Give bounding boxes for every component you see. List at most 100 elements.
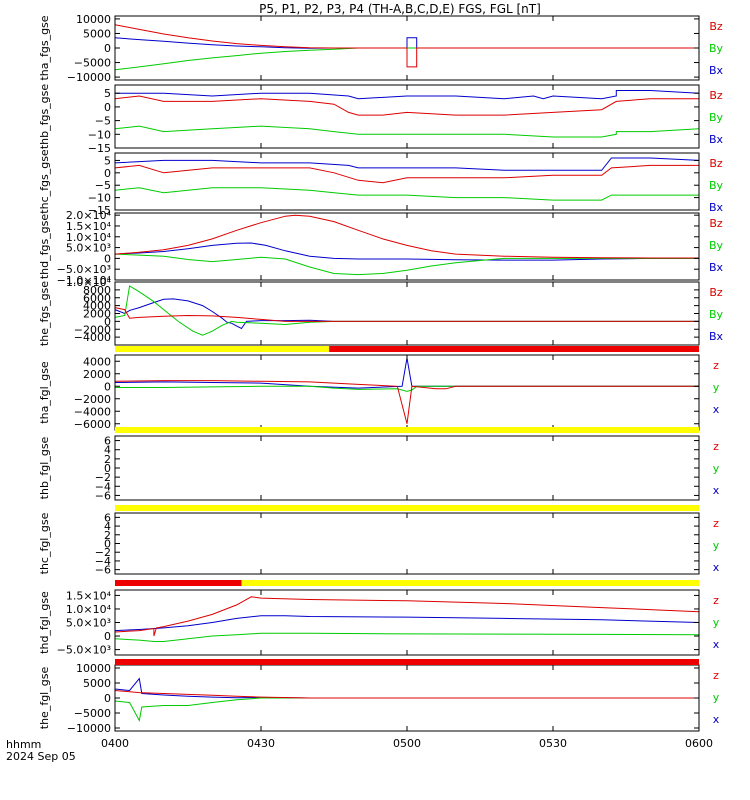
y-tick-label: −5: [95, 115, 111, 128]
y-tick-label: 0: [104, 315, 111, 328]
y-tick-label: 1.0×10⁴: [66, 231, 112, 244]
legend-item: z: [713, 359, 719, 372]
chart-title: P5, P1, P2, P3, P4 (TH-A,B,C,D,E) FGS, F…: [259, 2, 541, 16]
y-tick-label: −4000: [74, 405, 111, 418]
series-line-y: [114, 632, 700, 642]
series-line-y: [115, 385, 699, 392]
y-tick-label: 6: [104, 435, 111, 448]
legend-item: By: [709, 111, 724, 124]
y-tick-label: −5000: [74, 57, 111, 70]
legend-item: y: [713, 691, 720, 704]
legend-item: Bz: [709, 286, 723, 299]
series-line-Bx: [114, 298, 699, 330]
time-axis: 0400 0430 0500 0530 0600: [101, 737, 713, 750]
y-tick-label: −5.0×10³: [57, 644, 111, 657]
y-tick-label: −4000: [74, 331, 111, 344]
series-line-y: [114, 697, 699, 722]
y-tick-label: −5000: [74, 707, 111, 720]
y-tick-label: −2000: [74, 393, 111, 406]
series-line-By: [114, 47, 699, 71]
y-tick-label: 1.5×10⁴: [66, 220, 112, 233]
series-line-Bz: [114, 214, 699, 259]
y-tick-label: 5.0×10³: [66, 242, 111, 255]
panel-thc_fgs_gse: 50−5−10−15 thc_fgs_gse Bz By Bx: [38, 149, 724, 217]
series-line-x: [114, 358, 699, 389]
y-axis-label: tha_fgs_gse: [38, 15, 51, 80]
quality-bar-segment: [241, 580, 700, 586]
y-tick-label: −1.0×10⁴: [57, 274, 112, 287]
series-line-By: [114, 285, 699, 336]
legend-item: y: [713, 539, 720, 552]
legend-item: x: [713, 403, 720, 416]
y-tick-label: 0: [104, 101, 111, 114]
y-tick-label: 4000: [83, 355, 111, 368]
y-tick-label: −2: [95, 471, 111, 484]
x-tick-label: 0400: [101, 737, 129, 750]
y-tick-label: −4: [95, 555, 111, 568]
x-tick-label: 0530: [539, 737, 567, 750]
legend-item: Bx: [709, 330, 724, 343]
panel-frame: [114, 512, 700, 575]
y-tick-label: 0: [104, 692, 111, 705]
panel-frame: [114, 354, 700, 431]
panel-frame: [114, 84, 700, 149]
y-tick-label: 0: [104, 462, 111, 475]
y-axis-label: thd_fgs_gse: [38, 214, 51, 280]
legend-item: z: [713, 594, 719, 607]
y-axis-label: thc_fgs_gse: [38, 149, 51, 214]
y-tick-label: 0: [104, 252, 111, 265]
series-line-Bz: [114, 307, 699, 322]
legend-item: Bx: [709, 133, 724, 146]
y-tick-label: 4: [104, 520, 111, 533]
legend-item: Bz: [709, 20, 723, 33]
y-tick-label: −10000: [67, 71, 111, 84]
y-tick-label: 6: [104, 511, 111, 524]
y-tick-label: 1.5×10⁴: [66, 589, 112, 602]
y-tick-label: 1.0×10⁴: [66, 603, 112, 616]
x-tick-label: 0500: [393, 737, 421, 750]
y-tick-label: 5.0×10³: [66, 617, 111, 630]
y-tick-label: 5000: [83, 27, 111, 40]
legend-item: Bz: [709, 157, 723, 170]
quality-bar-segment: [115, 505, 699, 511]
y-tick-label: 0: [104, 538, 111, 551]
panel-the_fgl_gse: 10000 5000 0 −5000 −10000 the_fgl_gse zyx: [38, 662, 720, 735]
legend-item: Bz: [709, 217, 723, 230]
y-axis-label: tha_fgl_gse: [38, 361, 51, 424]
y-tick-label: 5: [104, 154, 111, 167]
panel-frame: [114, 589, 700, 656]
y-tick-label: −10: [88, 192, 111, 205]
series-line-Bx: [114, 37, 699, 49]
legend-item: By: [709, 239, 724, 252]
x-tick-label: 0600: [685, 737, 713, 750]
y-tick-label: 6000: [83, 292, 111, 305]
legend-item: x: [713, 561, 720, 574]
y-tick-label: 0: [104, 630, 111, 643]
legend-item: y: [713, 381, 720, 394]
series-line-x: [114, 615, 700, 632]
panel-thd_fgs_gse: 2.0×10⁴1.5×10⁴1.0×10⁴5.0×10³0−5.0×10³−1.…: [38, 209, 724, 287]
y-tick-label: 2000: [83, 368, 111, 381]
legend-item: By: [709, 308, 724, 321]
y-tick-label: −15: [88, 204, 111, 217]
y-tick-label: −5: [95, 179, 111, 192]
quality-bar-segment: [115, 427, 699, 433]
y-tick-label: −10: [88, 128, 111, 141]
series-line-z: [114, 380, 699, 424]
legend-item: x: [713, 638, 720, 651]
y-tick-label: 2: [104, 529, 111, 542]
panel-frame: [114, 152, 700, 211]
y-tick-label: −4: [95, 480, 111, 493]
x-axis-label: hhmm: [6, 738, 41, 751]
x-tick-label: 0430: [247, 737, 275, 750]
y-tick-label: 5000: [83, 677, 111, 690]
y-axis-label: the_fgl_gse: [38, 667, 51, 730]
y-tick-label: 5: [104, 87, 111, 100]
legend-item: Bx: [709, 64, 724, 77]
series-line-Bx: [114, 157, 700, 171]
y-tick-label: −5.0×10³: [57, 263, 111, 276]
y-tick-label: −6000: [74, 418, 111, 431]
